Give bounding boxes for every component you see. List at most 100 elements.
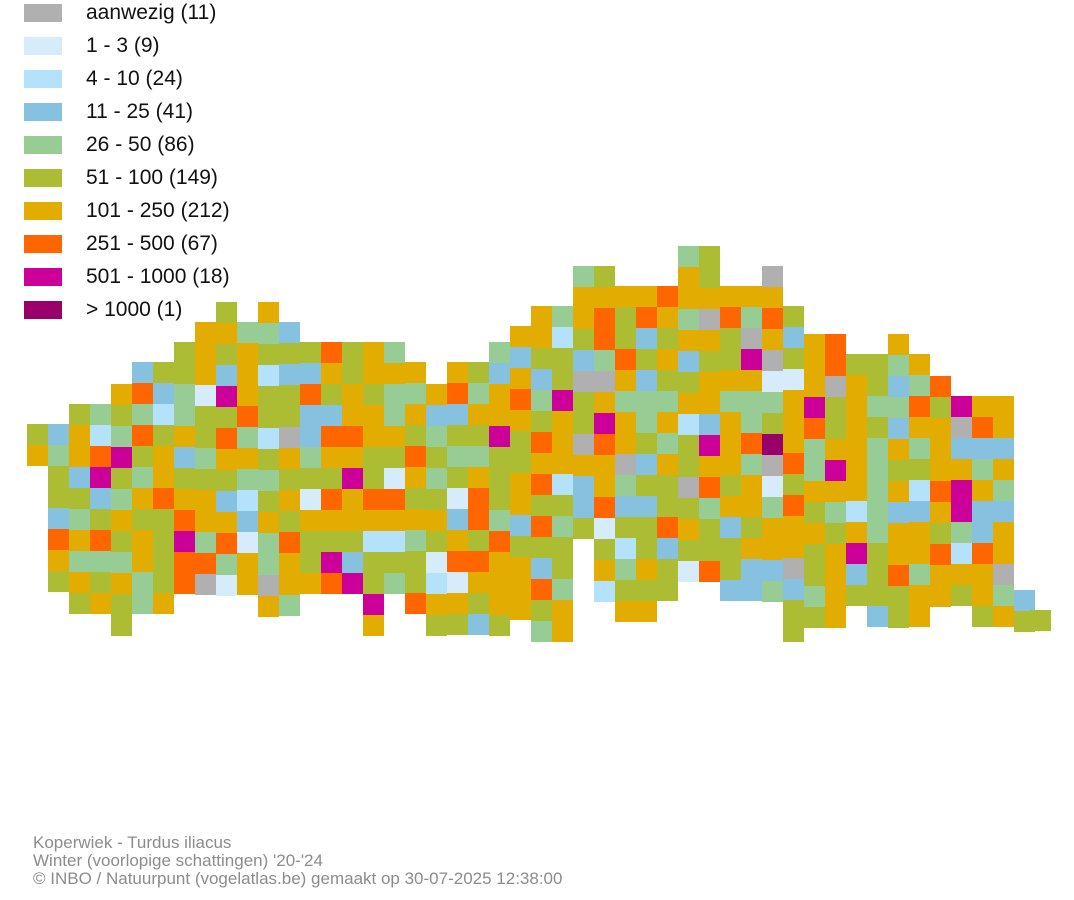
grid-cell — [699, 267, 720, 288]
grid-cell — [741, 517, 762, 538]
grid-cell — [531, 327, 552, 348]
grid-cell — [237, 469, 258, 490]
grid-cell — [510, 536, 531, 557]
grid-cell — [552, 621, 573, 642]
season-period: Winter (voorlopige schattingen) '20-'24 — [33, 851, 323, 870]
grid-cell — [111, 573, 132, 594]
grid-cell — [783, 453, 804, 474]
grid-cell — [531, 495, 552, 516]
grid-cell — [531, 537, 552, 558]
grid-cell — [468, 488, 489, 509]
grid-cell — [216, 491, 237, 512]
grid-cell — [48, 424, 69, 445]
grid-cell — [195, 385, 216, 406]
grid-cell — [783, 348, 804, 369]
grid-cell — [846, 354, 867, 375]
grid-cell — [405, 425, 426, 446]
grid-cell — [489, 405, 510, 426]
grid-cell — [531, 579, 552, 600]
grid-cell — [573, 287, 594, 308]
grid-cell — [363, 531, 384, 552]
grid-cell — [657, 391, 678, 412]
grid-cell — [720, 580, 741, 601]
grid-cell — [195, 427, 216, 448]
grid-cell — [846, 438, 867, 459]
grid-cell — [888, 523, 909, 544]
grid-cell — [636, 517, 657, 538]
grid-cell — [930, 565, 951, 586]
grid-cell — [510, 515, 531, 536]
grid-cell — [741, 559, 762, 580]
grid-cell — [741, 433, 762, 454]
grid-cell — [552, 600, 573, 621]
grid-cell — [825, 481, 846, 502]
grid-cell — [216, 428, 237, 449]
grid-cell — [657, 517, 678, 538]
legend-item: > 1000 (1) — [24, 298, 324, 321]
grid-cell — [510, 410, 531, 431]
grid-cell — [90, 404, 111, 425]
grid-cell — [867, 564, 888, 585]
grid-cell — [930, 586, 951, 607]
grid-cell — [762, 560, 783, 581]
grid-cell — [90, 551, 111, 572]
grid-cell — [930, 523, 951, 544]
grid-cell — [972, 606, 993, 627]
grid-cell — [468, 425, 489, 446]
grid-cell — [594, 455, 615, 476]
grid-cell — [573, 308, 594, 329]
grid-cell — [636, 328, 657, 349]
grid-cell — [552, 558, 573, 579]
grid-cell — [279, 574, 300, 595]
grid-cell — [90, 467, 111, 488]
grid-cell — [888, 502, 909, 523]
grid-cell — [552, 327, 573, 348]
grid-cell — [153, 509, 174, 530]
grid-cell — [699, 456, 720, 477]
grid-cell — [468, 446, 489, 467]
grid-cell — [384, 510, 405, 531]
grid-cell — [300, 573, 321, 594]
grid-cell — [636, 370, 657, 391]
grid-cell — [846, 480, 867, 501]
grid-cell — [762, 371, 783, 392]
grid-cell — [678, 246, 699, 267]
grid-cell — [657, 412, 678, 433]
grid-cell — [804, 439, 825, 460]
grid-cell — [657, 307, 678, 328]
legend-swatch — [24, 169, 62, 187]
grid-cell — [468, 530, 489, 551]
grid-cell — [657, 370, 678, 391]
grid-cell — [321, 489, 342, 510]
grid-cell — [258, 596, 279, 617]
grid-cell — [867, 480, 888, 501]
grid-cell — [762, 350, 783, 371]
grid-cell — [531, 600, 552, 621]
grid-cell — [552, 306, 573, 327]
grid-cell — [111, 489, 132, 510]
grid-cell — [993, 501, 1014, 522]
legend-label: 26 - 50 (86) — [86, 133, 195, 156]
grid-cell — [594, 497, 615, 518]
grid-cell — [720, 496, 741, 517]
grid-cell — [552, 369, 573, 390]
grid-cell — [405, 467, 426, 488]
grid-cell — [258, 512, 279, 533]
grid-cell — [426, 552, 447, 573]
grid-cell — [216, 512, 237, 533]
legend-label: 251 - 500 (67) — [86, 232, 218, 255]
grid-cell — [594, 518, 615, 539]
grid-cell — [657, 538, 678, 559]
grid-cell — [783, 495, 804, 516]
grid-cell — [909, 438, 930, 459]
grid-cell — [510, 389, 531, 410]
grid-cell — [909, 396, 930, 417]
grid-cell — [573, 455, 594, 476]
grid-cell — [825, 439, 846, 460]
grid-cell — [279, 511, 300, 532]
grid-cell — [216, 323, 237, 344]
grid-cell — [153, 593, 174, 614]
grid-cell — [342, 426, 363, 447]
grid-cell — [594, 266, 615, 287]
grid-cell — [321, 447, 342, 468]
